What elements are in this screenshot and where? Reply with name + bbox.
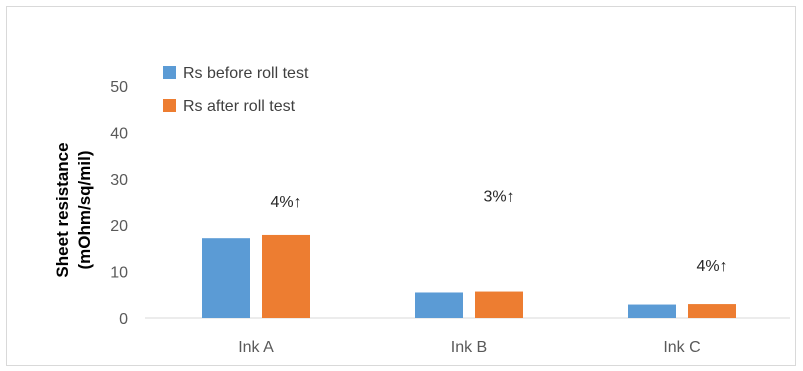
category-labels: Ink A Ink B Ink C: [238, 339, 700, 356]
x-tick-label: Ink B: [451, 339, 487, 356]
y-axis-label-line1: Sheet resistance: [53, 142, 72, 277]
bar-before-ink-a: [202, 238, 250, 318]
bar-after-ink-b: [475, 291, 523, 318]
percent-change-label: 4%↑: [696, 258, 727, 275]
y-tick-label: 40: [110, 125, 128, 142]
y-tick-labels: 0 10 20 30 40 50: [110, 79, 128, 328]
legend-swatch: [163, 66, 176, 79]
percent-annotations: 4%↑ 3%↑ 4%↑: [270, 189, 727, 276]
legend: Rs before roll test Rs after roll test: [163, 65, 309, 115]
percent-change-label: 3%↑: [483, 189, 514, 206]
bar-before-ink-c: [628, 304, 676, 318]
bar-before-ink-b: [415, 292, 463, 318]
bars: [202, 234, 736, 318]
y-axis-label-line2: (mOhm/sq/mil): [75, 150, 94, 269]
legend-label: Rs before roll test: [183, 65, 309, 82]
y-tick-label: 30: [110, 172, 128, 189]
legend-label: Rs after roll test: [183, 98, 296, 115]
bar-after-ink-a: [262, 234, 310, 318]
y-axis-label: Sheet resistance (mOhm/sq/mil): [53, 142, 94, 277]
percent-change-label: 4%↑: [270, 194, 301, 211]
legend-swatch: [163, 99, 176, 112]
y-tick-label: 50: [110, 79, 128, 96]
y-tick-label: 10: [110, 265, 128, 282]
x-tick-label: Ink C: [663, 339, 700, 356]
y-tick-label: 20: [110, 218, 128, 235]
x-tick-label: Ink A: [238, 339, 274, 356]
bar-after-ink-c: [688, 304, 736, 318]
y-tick-label: 0: [119, 311, 128, 328]
